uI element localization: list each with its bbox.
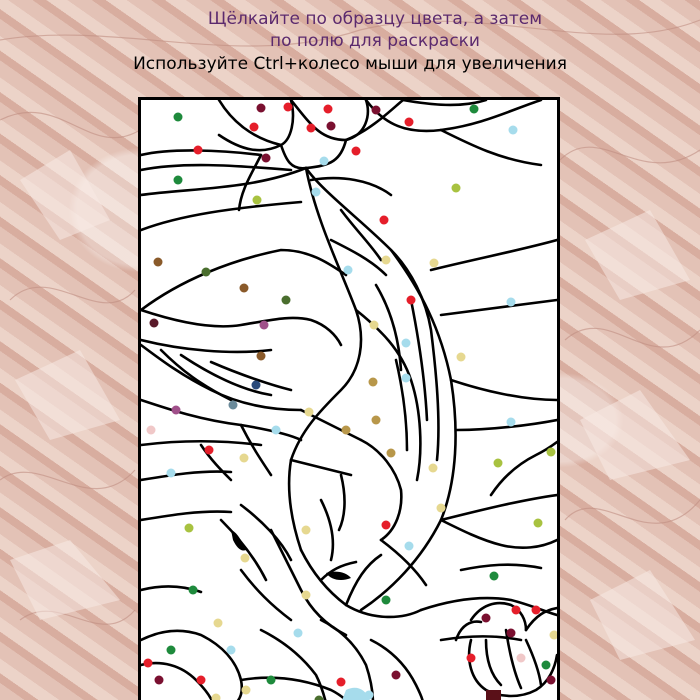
color-hint-dot[interactable] [252, 195, 262, 205]
color-hint-dot[interactable] [293, 628, 303, 638]
color-hint-dot[interactable] [404, 117, 414, 127]
color-hint-dot[interactable] [239, 283, 249, 293]
color-hint-dot[interactable] [149, 318, 159, 328]
color-hint-dot[interactable] [261, 153, 271, 163]
color-hint-dot[interactable] [451, 183, 461, 193]
instructions-header: Щёлкайте по образцу цвета, а затем по по… [0, 8, 700, 75]
color-hint-dot[interactable] [429, 258, 439, 268]
color-hint-dot[interactable] [381, 595, 391, 605]
color-hint-dot[interactable] [511, 605, 521, 615]
color-hint-dot[interactable] [171, 405, 181, 415]
color-hint-dot[interactable] [406, 295, 416, 305]
color-hint-dot[interactable] [506, 417, 516, 427]
color-hint-dot[interactable] [154, 675, 164, 685]
color-hint-dot[interactable] [281, 295, 291, 305]
color-hint-dot[interactable] [301, 525, 311, 535]
color-hint-dot[interactable] [173, 112, 183, 122]
color-hint-dot[interactable] [506, 628, 516, 638]
color-hint-dot[interactable] [436, 503, 446, 513]
color-hint-dot[interactable] [404, 541, 414, 551]
color-hint-dot[interactable] [531, 605, 541, 615]
color-hint-dot[interactable] [379, 215, 389, 225]
color-hint-dot[interactable] [311, 187, 321, 197]
color-hint-dot[interactable] [533, 518, 543, 528]
color-hint-dot[interactable] [493, 458, 503, 468]
color-hint-dot[interactable] [364, 690, 374, 700]
instruction-line-3: Используйте Ctrl+колесо мыши для увеличе… [133, 54, 567, 74]
color-hint-dot[interactable] [386, 448, 396, 458]
color-hint-dot[interactable] [241, 685, 251, 695]
color-hint-dot[interactable] [188, 585, 198, 595]
color-hint-dot[interactable] [173, 175, 183, 185]
color-hint-dot[interactable] [368, 377, 378, 387]
color-hint-dots [143, 102, 558, 700]
color-hint-dot[interactable] [239, 453, 249, 463]
color-hint-dot[interactable] [469, 104, 479, 114]
color-hint-dot[interactable] [323, 104, 333, 114]
color-hint-dot[interactable] [283, 102, 293, 112]
color-hint-dot[interactable] [146, 425, 156, 435]
color-hint-dot[interactable] [304, 407, 314, 417]
color-hint-dot[interactable] [301, 590, 311, 600]
color-hint-dot[interactable] [371, 415, 381, 425]
color-hint-dot[interactable] [184, 523, 194, 533]
color-hint-dot[interactable] [546, 675, 556, 685]
color-hint-dot[interactable] [343, 265, 353, 275]
color-hint-dot[interactable] [381, 255, 391, 265]
color-hint-dot[interactable] [371, 105, 381, 115]
color-hint-dot[interactable] [271, 425, 281, 435]
color-hint-dot[interactable] [508, 125, 518, 135]
color-hint-dot[interactable] [259, 320, 269, 330]
color-hint-dot[interactable] [266, 675, 276, 685]
color-hint-dot[interactable] [314, 695, 324, 700]
color-hint-dot[interactable] [369, 320, 379, 330]
coloring-canvas[interactable] [138, 97, 560, 700]
color-hint-dot[interactable] [213, 618, 223, 628]
color-hint-dot[interactable] [256, 103, 266, 113]
color-hint-dot[interactable] [516, 653, 526, 663]
color-hint-dot[interactable] [204, 445, 214, 455]
color-hint-dot[interactable] [391, 670, 401, 680]
color-hint-dot[interactable] [256, 351, 266, 361]
color-hint-dot[interactable] [351, 146, 361, 156]
color-hint-dot[interactable] [201, 267, 211, 277]
color-hint-dot[interactable] [166, 645, 176, 655]
color-hint-dot[interactable] [401, 373, 411, 383]
color-hint-dot[interactable] [240, 553, 250, 563]
color-hint-dot[interactable] [489, 571, 499, 581]
color-hint-dot[interactable] [211, 693, 221, 700]
color-hint-dot[interactable] [506, 297, 516, 307]
color-hint-dot[interactable] [249, 122, 259, 132]
color-hint-dot[interactable] [336, 677, 346, 687]
coloring-page-svg[interactable] [141, 100, 557, 700]
color-hint-dot[interactable] [341, 425, 351, 435]
color-hint-dot[interactable] [549, 630, 558, 640]
color-hint-dot[interactable] [153, 257, 163, 267]
color-hint-dot[interactable] [381, 520, 391, 530]
instruction-line-2: по полю для раскраски [270, 31, 480, 51]
color-hint-dot[interactable] [541, 660, 551, 670]
color-hint-dot[interactable] [481, 613, 491, 623]
color-hint-dot[interactable] [196, 675, 206, 685]
color-hint-dot[interactable] [326, 121, 336, 131]
color-hint-dot[interactable] [143, 658, 153, 668]
color-hint-dot[interactable] [228, 400, 238, 410]
color-hint-dot[interactable] [456, 352, 466, 362]
color-hint-dot[interactable] [546, 447, 556, 457]
color-hint-dot[interactable] [466, 653, 476, 663]
color-hint-dot[interactable] [226, 645, 236, 655]
color-hint-dot[interactable] [428, 463, 438, 473]
instruction-line-1: Щёлкайте по образцу цвета, а затем [207, 9, 543, 29]
color-hint-dot[interactable] [251, 380, 261, 390]
color-hint-dot[interactable] [166, 468, 176, 478]
color-hint-dot[interactable] [193, 145, 203, 155]
color-hint-dot[interactable] [401, 338, 411, 348]
color-hint-dot[interactable] [306, 123, 316, 133]
color-hint-dot[interactable] [319, 156, 329, 166]
